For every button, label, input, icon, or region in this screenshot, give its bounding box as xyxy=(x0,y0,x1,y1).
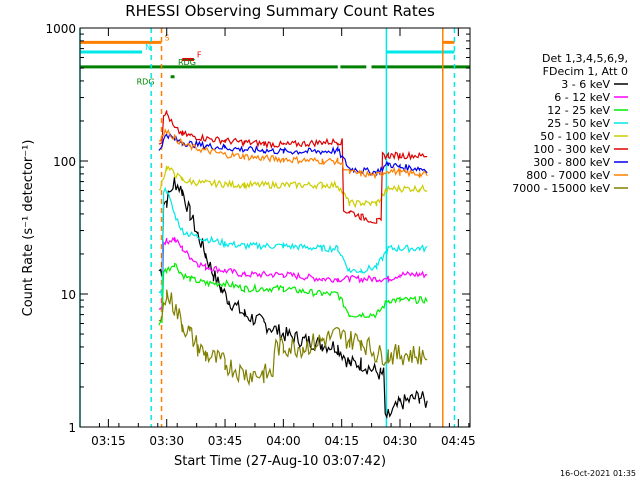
y-tick-label-1000: 1000 xyxy=(45,22,76,36)
x-axis-label: Start Time (27-Aug-10 03:07:42) xyxy=(174,454,386,469)
flag-label-s: S xyxy=(165,33,170,42)
series-line-7000-15000-kev xyxy=(158,289,428,387)
x-tick-label-04-15: 04:15 xyxy=(324,434,359,448)
legend-header-1: FDecim 1, Att 0 xyxy=(543,65,628,78)
x-axis: 03:15 03:30 03:45 04:00 04:15 04:30 04:45 xyxy=(91,28,476,448)
legend-header-0: Det 1,3,4,5,6,9, xyxy=(542,52,628,65)
legend-label-50-100-kev: 50 - 100 keV xyxy=(540,130,610,143)
chart-title: RHESSI Observing Summary Count Rates xyxy=(125,2,435,20)
legend-label-100-300-kev: 100 - 300 keV xyxy=(533,143,610,156)
legend-label-3-6-kev: 3 - 6 keV xyxy=(561,78,610,91)
flag-label-rdg: RDG xyxy=(178,58,196,67)
x-tick-label-03-15: 03:15 xyxy=(91,434,126,448)
legend: Det 1,3,4,5,6,9,FDecim 1, Att 03 - 6 keV… xyxy=(512,52,628,195)
series-line-6-12-kev xyxy=(158,236,428,310)
legend-label-25-50-kev: 25 - 50 keV xyxy=(547,117,610,130)
x-tick-label-04-30: 04:30 xyxy=(383,434,418,448)
x-tick-label-03-45: 03:45 xyxy=(208,434,243,448)
y-tick-label-10: 10 xyxy=(61,288,76,302)
y-tick-label-1: 1 xyxy=(68,421,76,435)
legend-label-7000-15000-kev: 7000 - 15000 keV xyxy=(512,182,610,195)
series-line-50-100-kev xyxy=(158,165,428,209)
series-line-800-7000-kev xyxy=(158,127,428,180)
y-tick-label-100: 100 xyxy=(53,155,76,169)
legend-label-300-800-kev: 300 - 800 keV xyxy=(533,156,610,169)
legend-label-6-12-kev: 6 - 12 keV xyxy=(554,91,610,104)
mode-markers xyxy=(79,28,456,427)
series-line-25-50-kev xyxy=(158,186,428,297)
footer-timestamp: 16-Oct-2021 01:35 xyxy=(560,469,636,478)
series-line-100-300-kev xyxy=(158,110,428,224)
series-line-300-800-kev xyxy=(158,132,428,176)
series-line-3-6-kev xyxy=(158,177,428,420)
flag-label-f: F xyxy=(197,50,202,59)
x-tick-label-04-00: 04:00 xyxy=(266,434,301,448)
plot-frame xyxy=(79,27,471,428)
y-axis-label: Count Rate (s⁻¹ detector⁻¹) xyxy=(21,140,36,317)
x-tick-label-03-30: 03:30 xyxy=(149,434,184,448)
flag-label-rdg: RDG xyxy=(137,78,155,87)
y-axis: 1 10 100 1000 xyxy=(45,22,470,435)
x-tick-label-04-45: 04:45 xyxy=(441,434,476,448)
flag-label-n: N xyxy=(145,43,151,52)
legend-label-12-25-kev: 12 - 25 keV xyxy=(547,104,610,117)
series-line-12-25-kev xyxy=(158,262,428,326)
series-lines xyxy=(158,110,428,420)
legend-label-800-7000-kev: 800 - 7000 keV xyxy=(526,169,610,182)
